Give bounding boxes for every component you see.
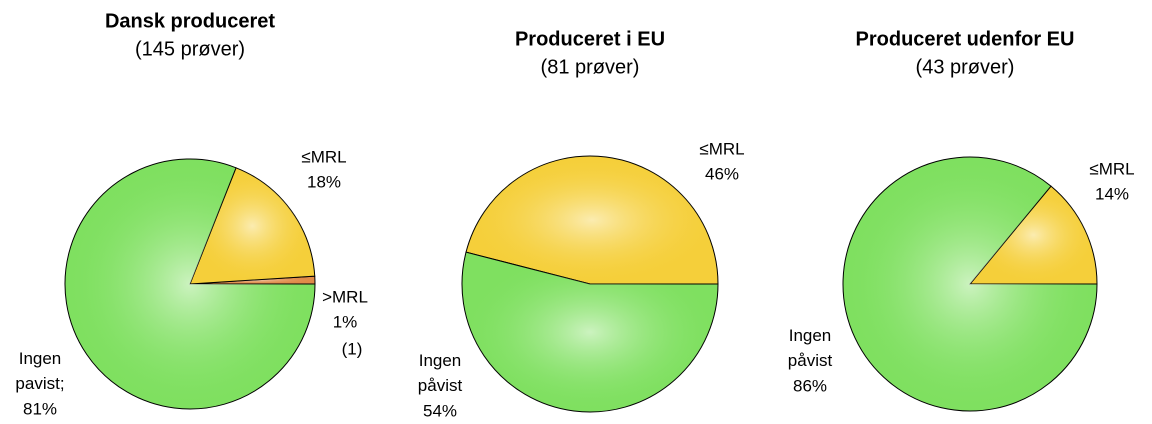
slice-label: ≤MRL [1089, 159, 1134, 178]
value-label: 46% [705, 164, 739, 183]
slice-label: ≤MRL [301, 147, 346, 166]
chart-subtitle: (43 prøver) [916, 56, 1015, 78]
slice-label: Ingen påvist [788, 326, 833, 370]
value-label: 81% [23, 399, 57, 418]
value-label: 86% [793, 376, 827, 395]
chart-subtitle: (81 prøver) [541, 56, 640, 78]
value-label: 14% [1095, 184, 1129, 203]
value-label: 1% [333, 312, 358, 331]
value-label: 18% [307, 172, 341, 191]
chart-title: Dansk produceret [105, 10, 275, 32]
slice-label: >MRL [322, 287, 368, 306]
chart-title: Produceret i EU [515, 28, 665, 50]
slice-label: Ingen påvist [418, 351, 463, 395]
annotation: (1) [342, 339, 363, 358]
chart-subtitle: (145 prøver) [135, 38, 245, 60]
chart-title: Produceret udenfor EU [856, 28, 1075, 50]
value-label: 54% [423, 401, 457, 420]
slice-label: Ingen pavist; [15, 349, 64, 393]
slice-label: ≤MRL [699, 139, 744, 158]
